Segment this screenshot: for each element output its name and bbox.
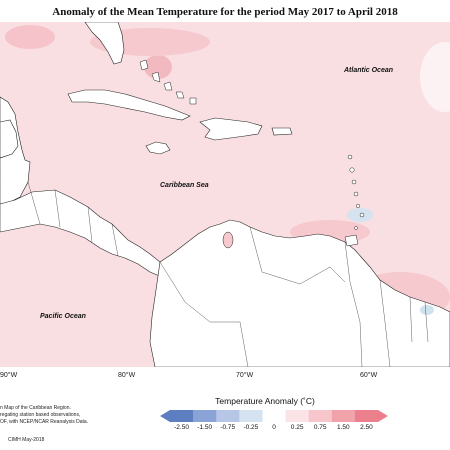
cool-patch-guiana	[420, 305, 434, 315]
legend-tick-label: 0.75	[313, 424, 327, 431]
barbados-island	[359, 212, 365, 218]
warm-patch-gulf	[5, 25, 55, 49]
cuba-land	[67, 89, 191, 121]
legend-swatch	[354, 410, 379, 422]
credit-line-2: regating station based observations,	[0, 412, 81, 418]
legend-title: Temperature Anomaly (˚C)	[215, 396, 315, 406]
legend-swatch	[193, 410, 217, 422]
lon-label-70w: 70°W	[236, 372, 254, 379]
legend-swatch	[285, 410, 309, 422]
florida-land	[84, 22, 125, 65]
legend-swatch	[308, 410, 333, 422]
legend-swatch	[331, 410, 356, 422]
caribbean-map: Atlantic Ocean Caribbean Sea Pacific Oce…	[0, 22, 450, 367]
credit-line-3: OF, with NCEP/NCAR Reanalysis Data.	[0, 419, 89, 425]
legend-tick-label: 0	[272, 424, 276, 431]
credit-line-1: n Map of the Caribbean Region.	[0, 405, 71, 411]
neutral-patch	[420, 42, 450, 112]
pacific-label: Pacific Ocean	[40, 313, 86, 320]
legend-swatch	[239, 410, 263, 422]
yucatan-land	[0, 119, 19, 159]
atlantic-label: Atlantic Ocean	[343, 67, 393, 74]
map-title: Anomaly of the Mean Temperature for the …	[52, 6, 398, 18]
legend-tick-label: -0.75	[220, 424, 236, 431]
legend-colorbar	[160, 410, 388, 422]
legend-swatch	[262, 410, 286, 422]
legend-tick-label: -2.50	[174, 424, 189, 431]
country-borders	[27, 181, 429, 367]
legend-tick-label: -1.50	[197, 424, 213, 431]
legend-tick-label: 0.25	[290, 424, 304, 431]
legend-tick-label: 1.50	[337, 424, 350, 431]
legend-swatch	[216, 410, 240, 422]
caribbean-label: Caribbean Sea	[160, 182, 209, 189]
lon-label-80w: 80°W	[118, 372, 136, 379]
lon-label-60w: 60°W	[360, 372, 378, 379]
warm-patch-bahamas	[144, 55, 172, 79]
lon-label-90w: 90°W	[0, 372, 18, 379]
jamaica-land	[145, 141, 171, 155]
legend-arrow-low	[160, 410, 170, 422]
footer-credit: CIMH May-2018	[8, 437, 45, 443]
trinidad-land	[344, 234, 359, 247]
legend-ticks: -2.50 -1.50 -0.75 -0.25 0 0.25 0.75 1.50 2.50	[160, 424, 388, 434]
hispaniola-land	[199, 117, 263, 141]
puerto-rico-land	[271, 127, 293, 136]
legend-arrow-high	[378, 410, 388, 422]
legend-tick-label: 2.50	[360, 424, 373, 431]
lake-maracaibo	[222, 231, 234, 249]
bahamas-islands	[139, 59, 197, 105]
legend-tick-label: -0.25	[243, 424, 259, 431]
legend-swatch	[170, 410, 194, 422]
